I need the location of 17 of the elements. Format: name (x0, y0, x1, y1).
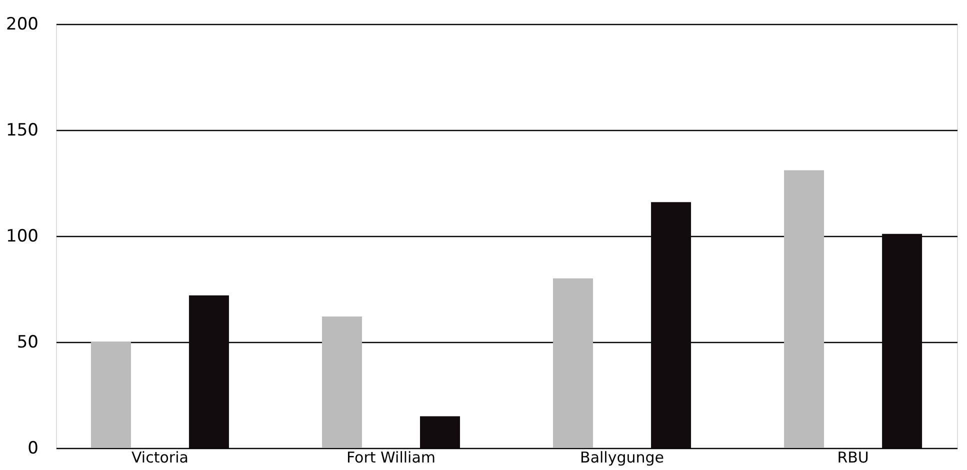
bar (420, 416, 460, 448)
bar (882, 234, 922, 448)
bar (188, 295, 229, 448)
x-tick-label: Ballygunge (580, 448, 664, 466)
bar (651, 202, 692, 448)
y-tick-label: 200 (6, 14, 38, 34)
bar (90, 342, 131, 448)
y-tick-label: 0 (28, 438, 38, 458)
bar (553, 278, 594, 448)
y-tick-label: 100 (6, 226, 38, 246)
x-tick-label: RBU (837, 448, 869, 466)
x-tick-label: Victoria (131, 448, 188, 466)
y-tick-label: 50 (16, 332, 38, 352)
y-tick-label: 150 (6, 120, 38, 140)
bar (784, 170, 824, 448)
x-tick-label: Fort William (346, 448, 436, 466)
bar (322, 316, 362, 448)
